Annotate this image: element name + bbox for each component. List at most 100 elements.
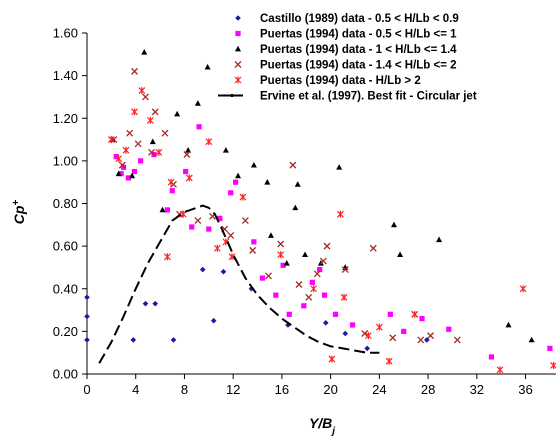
data-point-s0-6-shape: [170, 337, 177, 343]
data-point-s4-15: [239, 193, 247, 201]
data-point-s0-2: [84, 337, 90, 343]
data-point-s4-23-shape: [385, 357, 393, 365]
data-point-s4-1-shape: [115, 155, 123, 163]
data-point-s3-25-shape: [323, 242, 331, 250]
data-point-s3-3-shape: [131, 67, 138, 75]
data-point-s2-6-shape: [174, 110, 181, 117]
x-tick-label: 0: [83, 382, 90, 397]
data-point-s1-12-shape: [206, 226, 212, 232]
data-point-s4-15-shape: [239, 193, 247, 201]
data-point-s3-25: [323, 242, 331, 250]
legend-label: Puertas (1994) data - 1 < H/Lb <= 1.4: [260, 44, 457, 56]
data-point-s3-23: [313, 270, 321, 278]
data-point-s1-29: [419, 315, 425, 322]
data-point-s2-23-shape: [397, 251, 404, 258]
data-point-s1-8: [169, 188, 175, 194]
data-point-s0-10: [248, 285, 255, 292]
data-point-s0-12-shape: [322, 320, 329, 326]
data-point-s0-2-shape: [84, 337, 90, 343]
data-point-s2-17-shape: [294, 181, 301, 187]
y-axis-title: Cp+: [11, 200, 28, 225]
data-point-s3-27-shape: [361, 330, 369, 337]
data-point-s2-3-shape: [141, 48, 148, 55]
data-point-s1-22: [309, 279, 315, 285]
data-point-s3-1-shape: [118, 161, 126, 169]
data-point-s0-6: [170, 337, 177, 343]
data-point-s1-15-shape: [233, 179, 239, 185]
data-point-s4-10: [185, 174, 193, 182]
data-point-s1-24: [321, 292, 328, 298]
data-point-s2-25: [505, 321, 512, 328]
data-point-s4-14: [228, 253, 236, 261]
data-point-s4-17-shape: [310, 285, 318, 293]
data-point-s1-19: [280, 262, 286, 268]
data-point-s1-20-shape: [286, 311, 292, 317]
data-point-s4-3-shape: [131, 108, 138, 116]
data-point-s0-8: [210, 317, 217, 324]
data-point-s4-27-shape: [550, 361, 556, 369]
data-point-s0-5: [152, 300, 159, 307]
data-point-s4-4: [138, 87, 146, 95]
y-tick-label: 1.00: [53, 153, 78, 168]
y-tick-label: 0.00: [53, 367, 78, 382]
data-point-s1-16: [251, 239, 257, 245]
data-point-s4-6-shape: [155, 148, 163, 156]
data-point-s0-3-shape: [130, 337, 137, 343]
data-point-s4-12: [213, 244, 221, 252]
data-point-s3-15-shape: [227, 232, 235, 239]
data-point-s1-17: [259, 275, 266, 281]
data-point-s4-26: [519, 285, 527, 293]
series-4: [107, 87, 556, 374]
data-point-s2-2-shape: [129, 172, 136, 179]
x-tick-label: 20: [323, 382, 337, 397]
data-point-s1-8-shape: [169, 188, 175, 194]
data-point-s3-4-shape: [134, 140, 142, 148]
data-point-s3-19: [277, 240, 285, 248]
legend-label: Puertas (1994) data - 1.4 < H/Lb <= 2: [260, 60, 457, 72]
data-point-s4-17: [310, 285, 318, 293]
data-point-s2-8-shape: [194, 100, 201, 106]
data-point-s2-10-shape: [222, 147, 229, 153]
data-point-s1-12: [206, 226, 212, 232]
data-point-s1-31: [488, 354, 495, 360]
y-tick-label: 0.80: [53, 196, 78, 211]
data-point-s1-14-shape: [228, 190, 234, 196]
data-point-s2-2: [129, 172, 136, 179]
legend-label: Puertas (1994) data - 0.5 < H/Lb <= 1: [260, 29, 457, 41]
data-point-s3-7: [151, 108, 159, 116]
data-point-s1-7-shape: [164, 207, 170, 213]
x-tick-label: 12: [226, 382, 240, 397]
data-point-s3-5: [142, 93, 149, 101]
data-point-s4-5: [146, 116, 154, 124]
data-point-s4-3: [131, 108, 138, 116]
data-point-s2-13: [264, 178, 271, 185]
data-point-s3-32: [427, 332, 434, 340]
x-tick-label: 28: [421, 382, 435, 397]
data-point-s1-3-shape: [125, 175, 132, 181]
data-point-s3-24: [319, 257, 327, 265]
legend-marker-1-shape: [235, 30, 241, 37]
data-point-s1-10-shape: [189, 224, 195, 230]
data-point-s2-20: [336, 164, 343, 170]
data-point-s0-13: [342, 330, 349, 337]
data-point-s0-12: [322, 320, 329, 326]
data-point-s4-11-shape: [205, 138, 213, 146]
data-point-s1-4-shape: [131, 168, 138, 175]
data-point-s1-30: [446, 326, 452, 332]
data-point-s0-13-shape: [342, 330, 349, 337]
data-point-s1-10: [189, 224, 195, 230]
data-point-s0-7-shape: [199, 266, 206, 273]
data-point-s2-10: [222, 147, 229, 153]
series-3: [110, 67, 461, 344]
data-point-s1-29-shape: [419, 315, 425, 322]
data-point-s4-21: [364, 332, 372, 340]
data-point-s2-26: [528, 336, 535, 343]
data-point-s0-0: [84, 294, 90, 301]
data-point-s0-5-shape: [152, 300, 159, 307]
data-point-s2-13-shape: [264, 178, 271, 185]
legend-marker-0-shape: [235, 15, 241, 21]
data-point-s3-28: [369, 244, 377, 252]
data-point-s1-16-shape: [251, 239, 257, 245]
data-point-s1-32: [547, 345, 553, 352]
